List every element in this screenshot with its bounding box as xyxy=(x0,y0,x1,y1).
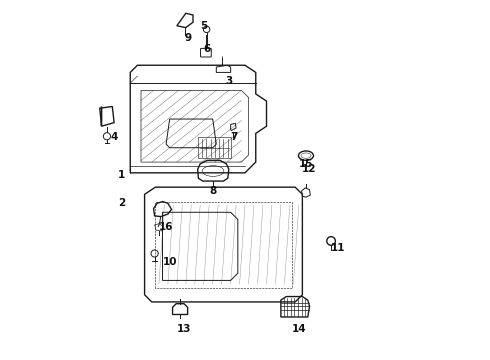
Text: 7: 7 xyxy=(231,132,238,142)
Text: 16: 16 xyxy=(159,222,173,231)
Text: 13: 13 xyxy=(177,324,191,334)
Text: 6: 6 xyxy=(204,44,211,54)
Text: 10: 10 xyxy=(163,257,177,267)
Text: 14: 14 xyxy=(292,324,306,334)
Text: 11: 11 xyxy=(331,243,345,253)
Text: 2: 2 xyxy=(118,198,125,208)
Text: 12: 12 xyxy=(302,164,317,174)
Text: 8: 8 xyxy=(209,186,217,196)
Text: 5: 5 xyxy=(200,21,207,31)
Text: 4: 4 xyxy=(110,132,118,142)
Text: 15: 15 xyxy=(299,159,313,169)
Text: 9: 9 xyxy=(184,33,191,43)
Text: 1: 1 xyxy=(118,170,125,180)
Text: 3: 3 xyxy=(225,76,232,86)
